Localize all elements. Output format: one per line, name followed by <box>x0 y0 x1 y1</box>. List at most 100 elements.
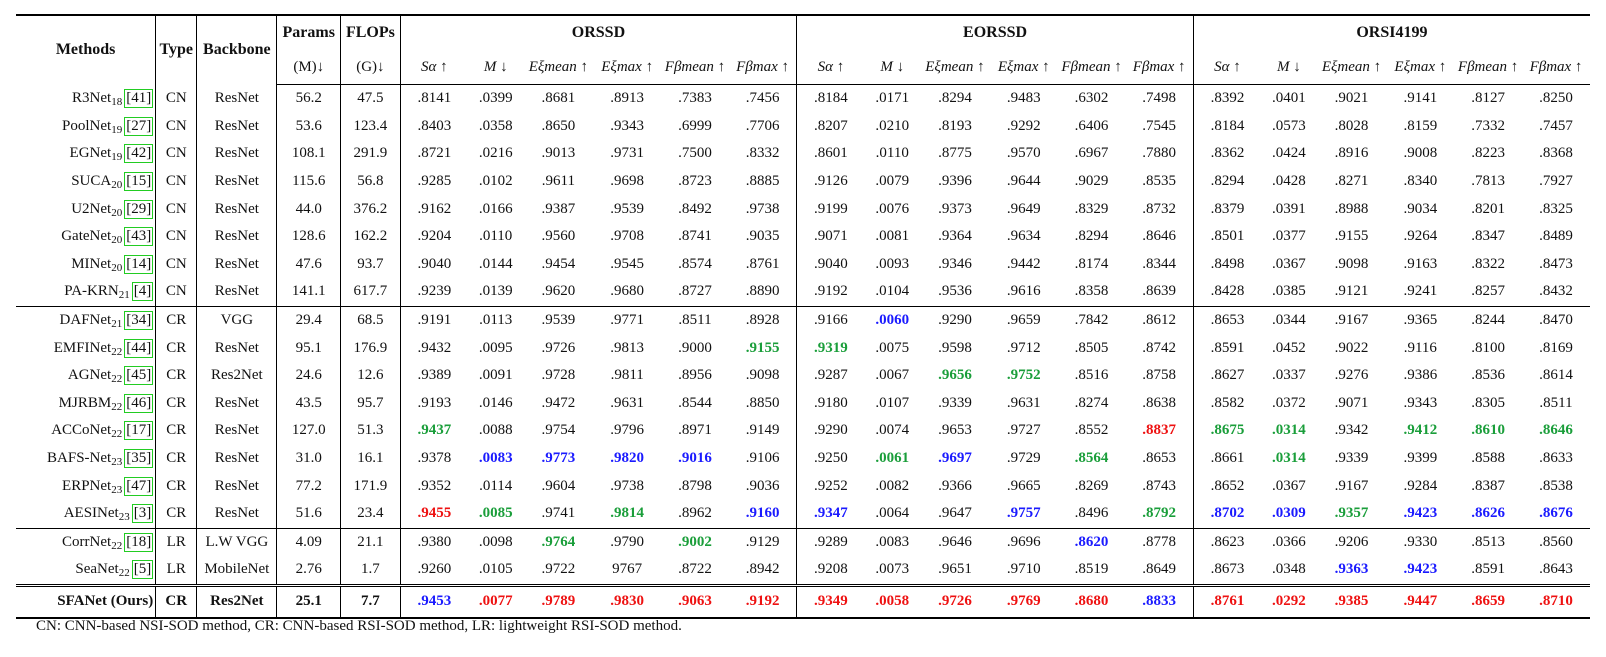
score-cell: .9647 <box>920 499 990 529</box>
score-cell: .9191 <box>417 312 452 329</box>
score-cell: .8403 <box>417 117 452 134</box>
method-year: 22 <box>111 373 123 386</box>
params-cell: 141.1 <box>276 278 342 307</box>
score-cell: .9129 <box>728 528 798 557</box>
score-cell: .8761 <box>1193 583 1262 619</box>
citation-link[interactable]: 4 <box>131 282 154 302</box>
score-cell: .9339 <box>1334 450 1369 467</box>
score-cell: .9659 <box>1006 312 1041 329</box>
params-cell: 47.6 <box>276 250 342 279</box>
header-metric: Eξmax ↑ <box>593 50 662 85</box>
method-cell: GateNet2043 <box>16 222 157 251</box>
citation-link[interactable]: 35 <box>124 449 154 469</box>
score-cell: .0171 <box>875 90 910 107</box>
score-cell: .9820 <box>610 450 645 467</box>
type-cell: LR <box>155 528 198 557</box>
score-cell: .9560 <box>541 228 576 245</box>
score-cell: .8723 <box>678 173 712 190</box>
citation-link[interactable]: 34 <box>124 311 154 331</box>
score-cell: .8732 <box>1125 195 1194 223</box>
score-cell: .9365 <box>1403 312 1438 329</box>
score-cell: .0348 <box>1271 561 1306 578</box>
method-cell: SeaNet225 <box>16 556 157 586</box>
method-cell: SUCA2015 <box>16 167 157 196</box>
score-cell: .9098 <box>1334 255 1369 272</box>
header-metric: Sα ↑ <box>796 50 865 85</box>
score-cell: .0060 <box>875 312 910 329</box>
citation-link[interactable]: 14 <box>124 254 154 274</box>
score-cell: .0391 <box>1271 200 1306 217</box>
score-cell: .8250 <box>1539 90 1573 107</box>
header-metric: Fβmean ↑ <box>1454 50 1523 85</box>
citation-link[interactable]: 29 <box>124 199 154 219</box>
citation-link[interactable]: 43 <box>124 227 154 247</box>
citation-link[interactable]: 44 <box>124 338 154 358</box>
params-cell: 77.2 <box>276 472 342 500</box>
type-cell: LR <box>155 556 198 586</box>
params-cell: 53.6 <box>276 112 342 141</box>
score-cell: .9260 <box>417 561 452 578</box>
backbone-cell: MobileNet <box>196 556 278 586</box>
header-dataset-orsi4199: ORSI4199 <box>1356 24 1428 41</box>
score-cell: .8127 <box>1471 90 1505 107</box>
score-cell: .0113 <box>479 312 513 329</box>
backbone-cell: ResNet <box>196 250 278 279</box>
score-cell: .8620 <box>1074 533 1109 550</box>
table-row: SeaNet225LRMobileNet2.761.7 .9260 .0105 .97… <box>16 556 1590 586</box>
score-cell: .9539 <box>610 200 645 217</box>
method-name: SFANet (Ours) <box>57 593 154 610</box>
header-params: Params <box>276 15 342 50</box>
score-cell: .9241 <box>1386 278 1455 307</box>
score-cell: .9346 <box>938 255 972 272</box>
score-cell: .0076 <box>875 200 910 217</box>
score-cell: .9330 <box>1403 533 1438 550</box>
flops-cell: 291.9 <box>340 140 401 168</box>
citation-link[interactable]: 45 <box>124 366 154 386</box>
score-cell: .8610 <box>1471 422 1505 439</box>
score-cell: .8193 <box>938 117 972 134</box>
method-cell: AESINet233 <box>16 499 157 529</box>
citation-link[interactable]: 17 <box>124 421 154 441</box>
score-cell: .9757 <box>989 499 1058 529</box>
type-cell: CR <box>155 444 198 473</box>
score-cell: .9035 <box>728 222 798 251</box>
method-year: 23 <box>111 456 123 469</box>
method-year: 22 <box>111 400 123 413</box>
score-cell: .9646 <box>938 533 972 550</box>
score-cell: .0292 <box>1261 583 1317 619</box>
score-cell: .9347 <box>796 499 865 529</box>
score-cell: .9447 <box>1386 583 1455 619</box>
score-cell: .8633 <box>1539 450 1573 467</box>
citation-link[interactable]: 15 <box>124 172 154 192</box>
score-cell: .7927 <box>1539 173 1573 190</box>
flops-cell: 56.8 <box>340 167 401 196</box>
type-cell: CR <box>155 499 198 529</box>
score-cell: .8601 <box>814 145 848 162</box>
score-cell: .9665 <box>1006 477 1041 494</box>
citation-link[interactable]: 3 <box>131 504 154 524</box>
score-cell: .8560 <box>1539 533 1573 550</box>
method-year: 23 <box>111 483 123 496</box>
score-cell: .8659 <box>1454 583 1523 619</box>
params-cell: 44.0 <box>276 195 342 223</box>
flops-cell: 617.7 <box>340 278 401 307</box>
header-methods: Methods <box>16 15 157 85</box>
citation-link[interactable]: 47 <box>124 476 154 496</box>
score-cell: .8223 <box>1471 145 1505 162</box>
score-cell: .8612 <box>1125 306 1194 335</box>
citation-link[interactable]: 5 <box>131 560 154 580</box>
citation-link[interactable]: 41 <box>124 89 154 109</box>
score-cell: .8675 <box>1210 422 1245 439</box>
score-cell: .9389 <box>417 367 452 384</box>
citation-link[interactable]: 27 <box>124 116 154 136</box>
score-cell: .9339 <box>938 394 972 411</box>
citation-link[interactable]: 18 <box>124 532 154 552</box>
score-cell: .8614 <box>1539 367 1573 384</box>
citation-link[interactable]: 42 <box>124 144 154 164</box>
score-cell: .9343 <box>610 117 645 134</box>
citation-link[interactable]: 46 <box>124 393 154 413</box>
score-cell: .6406 <box>1074 117 1109 134</box>
score-cell: .9034 <box>1403 200 1438 217</box>
score-cell: .9813 <box>610 339 645 356</box>
